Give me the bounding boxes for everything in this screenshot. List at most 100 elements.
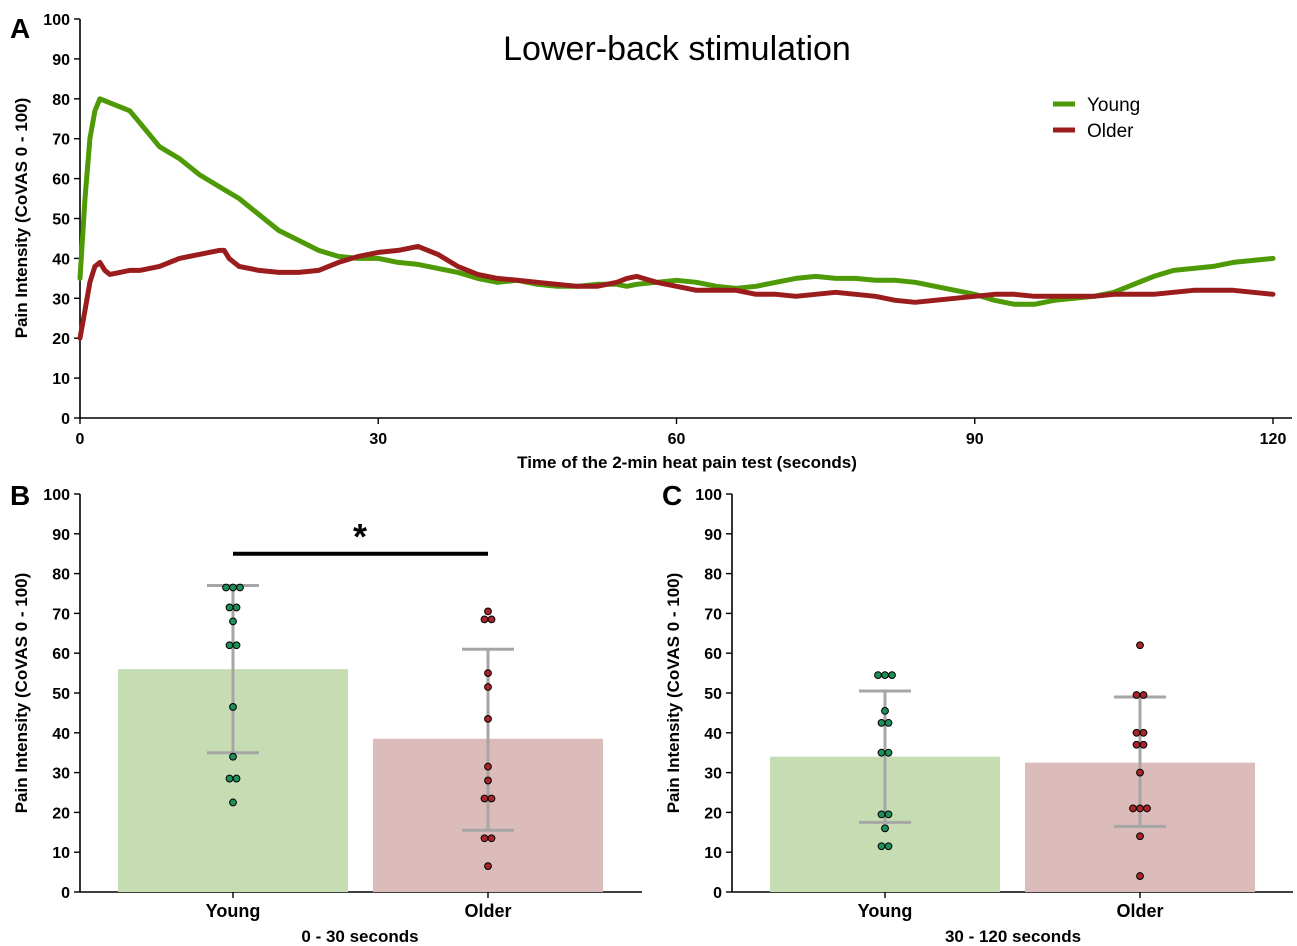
panel-a-y-tick-label: 70 [52,132,70,149]
panel-b-category-label-older: Older [464,901,511,921]
panel-b-y-tick-label: 20 [52,805,70,822]
chart-title: Lower-back stimulation [503,30,851,68]
panel-b-y-tick-label: 70 [52,606,70,623]
panel-c-y-tick-label: 70 [704,606,722,623]
panel-b-data-point-young [232,774,241,783]
panel-c-data-point-older [1143,804,1151,813]
panel-a-x-tick-label: 30 [369,431,387,448]
panel-b-data-point-young [229,583,237,592]
panel-c-data-point-older [1136,872,1144,880]
panel-c-y-tick-label: 10 [704,845,722,862]
panel-c-data-point-older [1136,641,1144,650]
panel-c-data-point-older [1139,728,1148,737]
panel-c-category-label-young: Young [858,901,913,921]
panel-b-data-point-young [225,603,234,612]
panel-a-y-tick-label: 40 [52,251,70,268]
panel-c-data-point-older [1136,804,1144,813]
panel-b-data-point-young [236,583,244,592]
panel-a-y-tick-label: 0 [61,411,70,428]
panel-b-data-point-young [232,603,241,612]
panel-a-y-tick-label: 90 [52,52,70,69]
panel-c-x-axis-title: 30 - 120 seconds [945,927,1081,946]
panel-a-x-tick-label: 0 [76,431,85,448]
panel-b-marks: Young Older [118,551,603,921]
panel-b-data-point-older [487,615,496,624]
panel-c-data-point-young [877,718,886,727]
panel-c-data-point-young [884,718,893,727]
panel-c-marks: Young Older [770,641,1255,921]
panel-c-y-axis-title: Pain Intensity (CoVAS 0 - 100) [664,573,683,814]
panel-c-data-point-young [877,748,886,757]
panel-c-data-point-older [1139,691,1148,699]
panel-a-x-tick-label: 90 [966,431,984,448]
panel-b-y-tick-label: 50 [52,686,70,703]
panel-b-data-point-older [480,834,489,843]
panel-b-y-tick-label: 60 [52,646,70,663]
panel-c-data-point-young [884,842,893,851]
panel-b-data-point-young [225,641,234,650]
panel-a-axes: 0 10 20 30 40 50 60 70 80 90 100 0 30 60 90 120 [43,12,1292,448]
panel-b-y-tick-label: 0 [61,885,70,902]
panel-b-category-label-young: Young [206,901,261,921]
panel-b-y-axis-title: Pain Intensity (CoVAS 0 - 100) [12,573,31,814]
panel-b-data-point-older [484,607,492,616]
panel-b-data-point-older [480,794,489,803]
panel-b-data-point-young [232,641,241,650]
panel-a: A Lower-back stimulation 0 10 20 30 40 50 60 70… [10,12,1292,472]
panel-b: B 0 10 20 30 40 50 60 70 80 90 100 Young Older 0 - … [10,480,642,946]
panel-b-y-tick-label: 100 [43,487,70,504]
panel-a-x-tick-label: 60 [668,431,686,448]
panel-b-data-point-young [229,703,237,711]
panel-c-data-point-older [1132,691,1141,699]
panel-c-y-tick-label: 60 [704,646,722,663]
panel-a-x-axis-title: Time of the 2-min heat pain test (second… [517,453,857,472]
panel-b-data-point-older [480,615,489,624]
panel-c-data-point-young [877,842,886,851]
panel-b-data-point-young [225,774,234,783]
panel-b-data-point-young [229,752,237,761]
panel-a-y-tick-label: 20 [52,331,70,348]
panel-a-letter: A [10,13,30,44]
panel-c-y-tick-label: 90 [704,527,722,544]
panel-b-data-point-older [487,794,496,803]
panel-a-series [77,96,1276,341]
panel-b-letter: B [10,480,30,511]
panel-c-y-tick-label: 50 [704,686,722,703]
panel-c-letter: C [662,480,682,511]
panel-c-data-point-young [877,810,886,819]
panel-b-y-tick-label: 10 [52,845,70,862]
panel-c-data-point-young [881,824,889,833]
panel-c-data-point-young [881,671,889,679]
panel-c-data-point-young [884,810,893,819]
panel-c-data-point-older [1129,804,1137,813]
panel-c-data-point-older [1136,768,1144,777]
panel-a-y-tick-label: 30 [52,291,70,308]
panel-c-data-point-young [881,707,889,715]
legend: Young Older [1053,95,1140,142]
panel-b-data-point-older [484,776,492,785]
panel-a-x-tick-label: 120 [1260,431,1287,448]
panel-c-y-tick-label: 40 [704,726,722,743]
panel-c-y-tick-label: 30 [704,766,722,783]
panel-c-data-point-older [1136,832,1144,841]
panel-a-y-tick-label: 100 [43,12,70,29]
panel-c: C 0 10 20 30 40 50 60 70 80 90 100 Young Older 30 -… [662,480,1293,946]
panel-b-y-tick-label: 30 [52,766,70,783]
series-line-older [77,243,1276,341]
panel-b-y-tick-label: 80 [52,567,70,584]
panel-b-data-point-young [229,798,237,807]
panel-b-data-point-young [222,583,230,592]
panel-b-y-tick-label: 40 [52,726,70,743]
panel-c-data-point-older [1132,740,1141,749]
panel-c-data-point-young [888,671,896,679]
panel-a-y-tick-label: 50 [52,212,70,229]
panel-c-category-label-older: Older [1116,901,1163,921]
panel-b-x-axis-title: 0 - 30 seconds [301,927,418,946]
panel-a-y-tick-label: 60 [52,172,70,189]
legend-label-older: Older [1087,121,1134,142]
panel-b-data-point-older [484,762,492,771]
significance-star: * [353,516,367,557]
panel-b-data-point-older [484,683,492,691]
panel-b-data-point-older [484,714,492,723]
